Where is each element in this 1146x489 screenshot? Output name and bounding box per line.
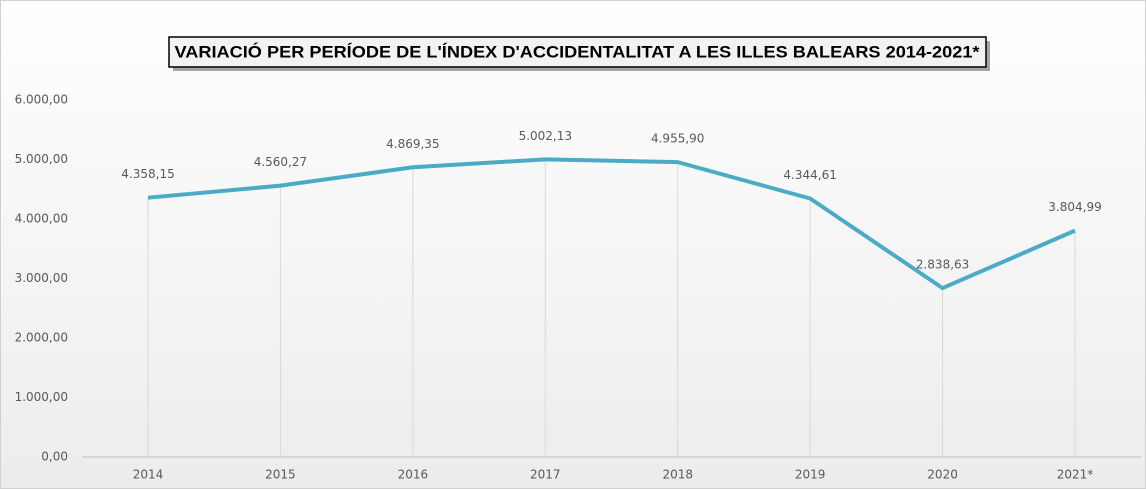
x-tick-label: 2020 — [927, 468, 958, 482]
y-tick-label: 6.000,00 — [15, 93, 68, 107]
data-label: 5.002,13 — [519, 129, 572, 143]
y-tick-label: 4.000,00 — [15, 212, 68, 226]
y-tick-label: 1.000,00 — [15, 390, 68, 404]
data-label: 4.344,61 — [783, 168, 836, 182]
x-tick-label: 2015 — [265, 468, 296, 482]
y-tick-label: 3.000,00 — [15, 271, 68, 285]
data-label: 3.804,99 — [1048, 200, 1101, 214]
title-box — [168, 36, 987, 68]
y-tick-label: 2.000,00 — [15, 331, 68, 345]
x-tick-label: 2016 — [398, 468, 429, 482]
x-tick-label: 2018 — [662, 468, 693, 482]
data-label: 2.838,63 — [916, 258, 969, 272]
x-tick-label: 2019 — [795, 468, 826, 482]
chart-title: VARIACIÓ PER PERÍODE DE L'ÍNDEX D'ACCIDE… — [175, 42, 980, 61]
data-label: 4.358,15 — [121, 167, 174, 181]
y-tick-label: 0,00 — [41, 450, 68, 464]
x-tick-label: 2017 — [530, 468, 561, 482]
x-tick-label: 2014 — [133, 468, 164, 482]
data-label: 4.955,90 — [651, 132, 704, 146]
data-line — [147, 157, 1076, 291]
data-label: 4.869,35 — [386, 137, 439, 151]
y-tick-label: 5.000,00 — [15, 152, 68, 166]
data-label: 4.560,27 — [254, 155, 307, 169]
x-tick-label: 2021* — [1057, 468, 1094, 482]
